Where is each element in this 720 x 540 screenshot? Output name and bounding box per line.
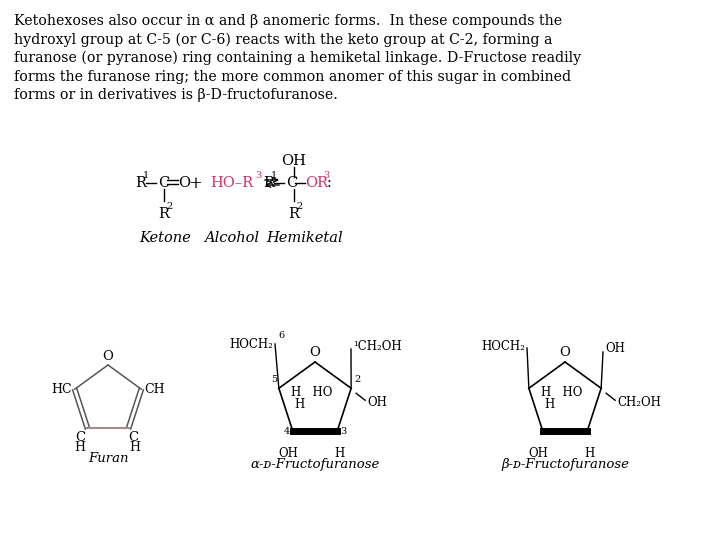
Text: HOCH₂: HOCH₂	[481, 340, 525, 353]
Text: H: H	[584, 447, 595, 460]
Text: HOCH₂: HOCH₂	[229, 338, 273, 350]
Text: O: O	[102, 349, 114, 362]
Text: CH₂OH: CH₂OH	[617, 396, 661, 409]
Text: OH: OH	[279, 447, 299, 460]
Text: HC: HC	[51, 383, 72, 396]
Text: O: O	[559, 347, 570, 360]
Text: O: O	[178, 176, 190, 190]
Text: 1: 1	[271, 172, 277, 180]
Text: O: O	[310, 347, 320, 360]
Text: 5: 5	[271, 375, 277, 384]
Text: 3: 3	[323, 172, 329, 180]
Text: forms or in derivatives is β-D-fructofuranose.: forms or in derivatives is β-D-fructofur…	[14, 88, 338, 102]
Text: +: +	[188, 174, 202, 192]
Text: HO–R: HO–R	[210, 176, 253, 190]
Text: :: :	[327, 176, 332, 190]
Text: ¹CH₂OH: ¹CH₂OH	[353, 340, 402, 353]
Text: OH: OH	[282, 154, 307, 168]
Text: H   HO: H HO	[292, 386, 333, 399]
Text: Furan: Furan	[88, 452, 128, 465]
Text: Ketohexoses also occur in α and β anomeric forms.  In these compounds the: Ketohexoses also occur in α and β anomer…	[14, 14, 562, 28]
Text: forms the furanose ring; the more common anomer of this sugar in combined: forms the furanose ring; the more common…	[14, 70, 571, 84]
Text: 6: 6	[278, 330, 284, 340]
Text: 4: 4	[284, 427, 289, 436]
Text: C: C	[286, 176, 297, 190]
Text: 2: 2	[166, 202, 172, 211]
Text: C: C	[158, 176, 169, 190]
Text: H: H	[74, 441, 86, 454]
Text: CH: CH	[144, 383, 165, 396]
Text: OH: OH	[605, 341, 625, 354]
Text: R: R	[135, 176, 146, 190]
Text: C: C	[76, 431, 86, 444]
Text: H: H	[544, 399, 554, 411]
Text: H: H	[294, 399, 304, 411]
Text: 2: 2	[296, 202, 302, 211]
Text: H: H	[130, 441, 140, 454]
Text: Hemiketal: Hemiketal	[266, 231, 343, 245]
Text: OH: OH	[367, 396, 387, 409]
Text: Ketone: Ketone	[139, 231, 191, 245]
Text: Alcohol: Alcohol	[204, 231, 259, 245]
Text: OH: OH	[528, 447, 549, 460]
Text: 2: 2	[354, 375, 361, 384]
Text: R: R	[288, 207, 299, 221]
Text: 1: 1	[143, 172, 149, 180]
Text: R: R	[263, 176, 274, 190]
Text: H: H	[334, 447, 344, 460]
Text: C: C	[129, 431, 139, 444]
Text: H   HO: H HO	[541, 386, 582, 399]
Text: OR: OR	[305, 176, 328, 190]
Text: hydroxyl group at C-5 (or C-6) reacts with the keto group at C-2, forming a: hydroxyl group at C-5 (or C-6) reacts wi…	[14, 32, 552, 47]
Text: 3: 3	[341, 427, 346, 436]
Text: 3: 3	[255, 172, 261, 180]
Text: β-ᴅ-Fructofuranose: β-ᴅ-Fructofuranose	[501, 458, 629, 471]
Text: R: R	[158, 207, 169, 221]
Text: α-ᴅ-Fructofuranose: α-ᴅ-Fructofuranose	[251, 458, 379, 471]
Text: furanose (or pyranose) ring containing a hemiketal linkage. D-Fructose readily: furanose (or pyranose) ring containing a…	[14, 51, 581, 65]
